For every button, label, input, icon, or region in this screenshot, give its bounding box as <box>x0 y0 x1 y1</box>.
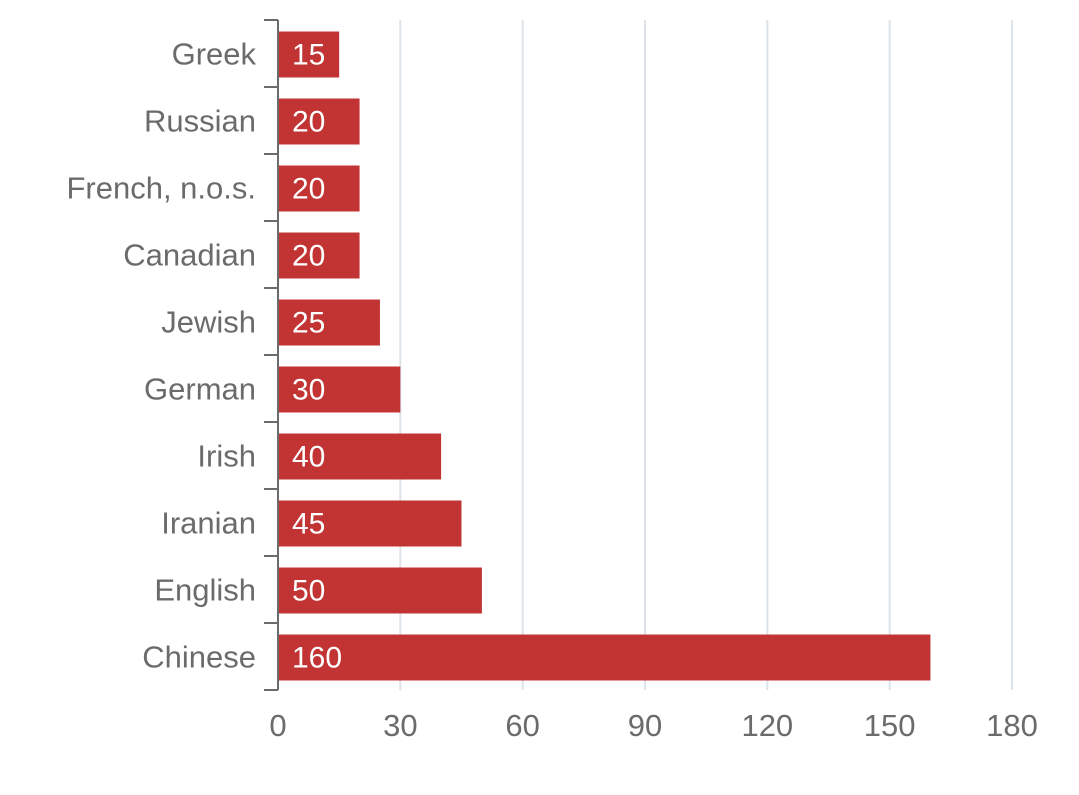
x-tick-label-60: 60 <box>505 708 539 743</box>
bar-french-n-o-s <box>278 165 360 212</box>
x-tick-label-30: 30 <box>383 708 417 743</box>
value-label-english: 50 <box>292 575 325 608</box>
grid-lines <box>399 20 1013 690</box>
x-tick-label-120: 120 <box>741 708 793 743</box>
value-label-iranian: 45 <box>292 508 325 541</box>
category-label-jewish: Jewish <box>161 305 256 340</box>
x-tick-label-180: 180 <box>986 708 1038 743</box>
bar-greek <box>278 31 340 78</box>
category-label-english: English <box>154 573 256 608</box>
bar-jewish <box>278 299 380 346</box>
category-label-greek: Greek <box>172 37 257 72</box>
category-label-canadian: Canadian <box>123 238 256 273</box>
bar-english <box>278 567 482 614</box>
value-label-russian: 20 <box>292 106 325 139</box>
value-label-irish: 40 <box>292 441 325 474</box>
category-labels: Greek Russian French, n.o.s. Canadian Jewish… <box>66 37 256 675</box>
value-label-jewish: 25 <box>292 307 325 340</box>
x-axis-tick-labels: 0 30 60 90 120 150 180 <box>269 708 1037 743</box>
bar-russian <box>278 98 360 145</box>
x-tick-label-0: 0 <box>269 708 286 743</box>
value-label-greek: 15 <box>292 39 325 72</box>
bars: 15 20 20 20 25 30 40 45 50 160 <box>278 31 931 681</box>
value-label-chinese: 160 <box>292 642 342 675</box>
bar-chinese <box>278 634 931 681</box>
category-label-chinese: Chinese <box>142 640 256 675</box>
bar-german <box>278 366 401 413</box>
category-label-french-n-o-s: French, n.o.s. <box>66 171 256 206</box>
x-tick-label-90: 90 <box>628 708 662 743</box>
value-label-french-n-o-s: 20 <box>292 173 325 206</box>
category-label-german: German <box>144 372 256 407</box>
x-tick-label-150: 150 <box>864 708 916 743</box>
value-label-german: 30 <box>292 374 325 407</box>
category-label-iranian: Iranian <box>161 506 256 541</box>
bar-canadian <box>278 232 360 279</box>
category-label-irish: Irish <box>197 439 256 474</box>
category-label-russian: Russian <box>144 104 256 139</box>
y-axis <box>264 19 279 691</box>
value-label-canadian: 20 <box>292 240 325 273</box>
bar-iranian <box>278 500 462 547</box>
bar-irish <box>278 433 442 480</box>
